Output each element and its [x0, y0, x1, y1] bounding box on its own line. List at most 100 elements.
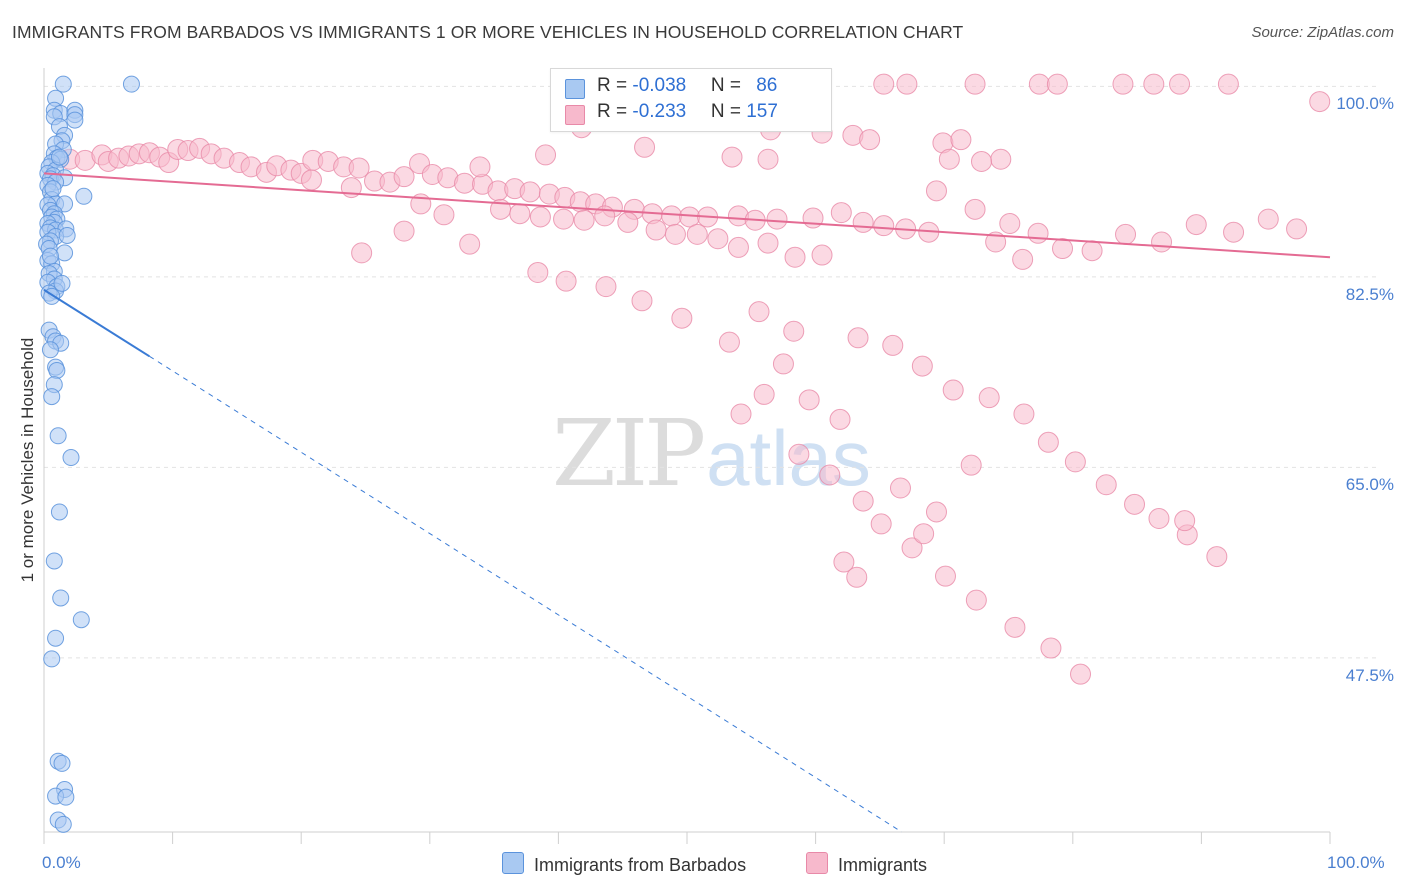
data-point-immigrants: [1040, 637, 1062, 659]
legend-r-value: -0.038: [632, 75, 687, 96]
series-immigrants-points: [59, 73, 1331, 685]
data-point-immigrants: [595, 276, 617, 298]
data-point-immigrants: [1257, 208, 1279, 230]
legend-n-value: 157: [746, 101, 778, 122]
watermark-zip: ZIP: [552, 400, 706, 507]
data-point-immigrants: [950, 129, 972, 151]
data-point-immigrants: [1004, 616, 1026, 638]
data-point-barbados: [56, 244, 74, 262]
data-point-barbados: [41, 247, 59, 265]
data-point-immigrants: [766, 208, 788, 230]
bottom-legend-immigrants: Immigrants: [806, 852, 927, 876]
data-point-barbados: [75, 187, 93, 205]
data-point-immigrants: [964, 73, 986, 95]
data-point-immigrants: [965, 589, 987, 611]
data-point-immigrants: [985, 231, 1007, 253]
y-tick-label: 100.0%: [1336, 94, 1394, 114]
data-point-immigrants: [873, 215, 895, 237]
data-point-barbados: [58, 226, 76, 244]
data-point-immigrants: [852, 211, 874, 233]
data-point-immigrants: [433, 204, 455, 226]
data-point-immigrants: [454, 172, 476, 194]
legend-r-value: -0.233: [632, 101, 687, 122]
data-point-immigrants: [459, 233, 481, 255]
series-barbados-points: [38, 75, 140, 833]
data-point-immigrants: [348, 157, 370, 179]
bottom-legend-barbados: Immigrants from Barbados: [502, 852, 746, 876]
data-point-immigrants: [393, 166, 415, 188]
data-point-immigrants: [960, 454, 982, 476]
trend-line-barbados: [43, 289, 150, 358]
data-point-immigrants: [934, 565, 956, 587]
data-point-immigrants: [846, 566, 868, 588]
source-credit: Source: ZipAtlas.com: [1251, 24, 1394, 41]
data-point-barbados: [72, 611, 90, 629]
data-point-immigrants: [964, 198, 986, 220]
data-point-immigrants: [509, 203, 531, 225]
data-point-immigrants: [896, 73, 918, 95]
data-point-immigrants: [1081, 240, 1103, 262]
data-point-barbados: [122, 75, 140, 93]
data-point-immigrants: [686, 223, 708, 245]
data-point-immigrants: [753, 383, 775, 405]
data-point-immigrants: [811, 244, 833, 266]
legend-swatch-blue: [565, 79, 585, 99]
data-point-immigrants: [527, 261, 549, 283]
legend-r-label: R =: [597, 75, 633, 96]
data-point-immigrants: [1046, 73, 1068, 95]
data-point-immigrants: [1223, 221, 1245, 243]
data-point-immigrants: [913, 523, 935, 545]
data-point-immigrants: [1013, 403, 1035, 425]
bottom-legend-label-barbados: Immigrants from Barbados: [534, 855, 747, 875]
data-point-immigrants: [1217, 73, 1239, 95]
data-point-immigrants: [847, 327, 869, 349]
data-point-immigrants: [772, 353, 794, 375]
bottom-legend-label-immigrants: Immigrants: [838, 855, 928, 875]
data-point-immigrants: [555, 270, 577, 292]
data-point-immigrants: [730, 403, 752, 425]
data-point-immigrants: [882, 334, 904, 356]
correlation-legend: R = -0.038 N = 86 R = -0.233 N = 157: [550, 68, 832, 132]
data-point-barbados: [66, 111, 84, 129]
data-point-barbados: [53, 274, 71, 292]
data-point-immigrants: [901, 537, 923, 559]
data-point-immigrants: [1151, 231, 1173, 253]
data-point-immigrants: [925, 501, 947, 523]
data-point-barbados: [50, 148, 68, 166]
data-point-immigrants: [1070, 663, 1092, 685]
data-point-immigrants: [757, 148, 779, 170]
data-point-barbados: [48, 361, 66, 379]
data-point-immigrants: [852, 490, 874, 512]
data-point-immigrants: [631, 290, 653, 312]
trend-line-immigrants: [43, 172, 1331, 259]
legend-n-label: N =: [710, 75, 747, 96]
data-point-immigrants: [784, 246, 806, 268]
trend-lines: [43, 172, 1331, 833]
trend-line-barbados-dashed: [149, 355, 903, 833]
data-point-immigrants: [783, 320, 805, 342]
legend-n-value: 86: [756, 75, 778, 96]
legend-n-label: N =: [710, 101, 747, 122]
data-point-immigrants: [300, 169, 322, 191]
data-point-immigrants: [664, 223, 686, 245]
data-point-barbados: [44, 180, 62, 198]
data-point-immigrants: [727, 236, 749, 258]
data-point-immigrants: [1185, 214, 1207, 236]
data-point-immigrants: [873, 73, 895, 95]
bottom-legend-swatch-blue: [502, 852, 524, 874]
chart-title: IMMIGRANTS FROM BARBADOS VS IMMIGRANTS 1…: [12, 22, 964, 42]
data-point-immigrants: [661, 205, 683, 227]
data-point-immigrants: [1286, 218, 1308, 240]
data-point-immigrants: [990, 148, 1012, 170]
data-point-immigrants: [938, 148, 960, 170]
data-point-immigrants: [1037, 431, 1059, 453]
data-point-immigrants: [748, 301, 770, 323]
data-point-barbados: [57, 788, 75, 806]
data-point-immigrants: [889, 477, 911, 499]
data-point-immigrants: [671, 307, 693, 329]
data-point-immigrants: [617, 211, 639, 233]
data-point-immigrants: [829, 408, 851, 430]
data-point-immigrants: [519, 181, 541, 203]
y-tick-label: 82.5%: [1345, 284, 1394, 304]
data-point-barbados: [43, 388, 61, 406]
